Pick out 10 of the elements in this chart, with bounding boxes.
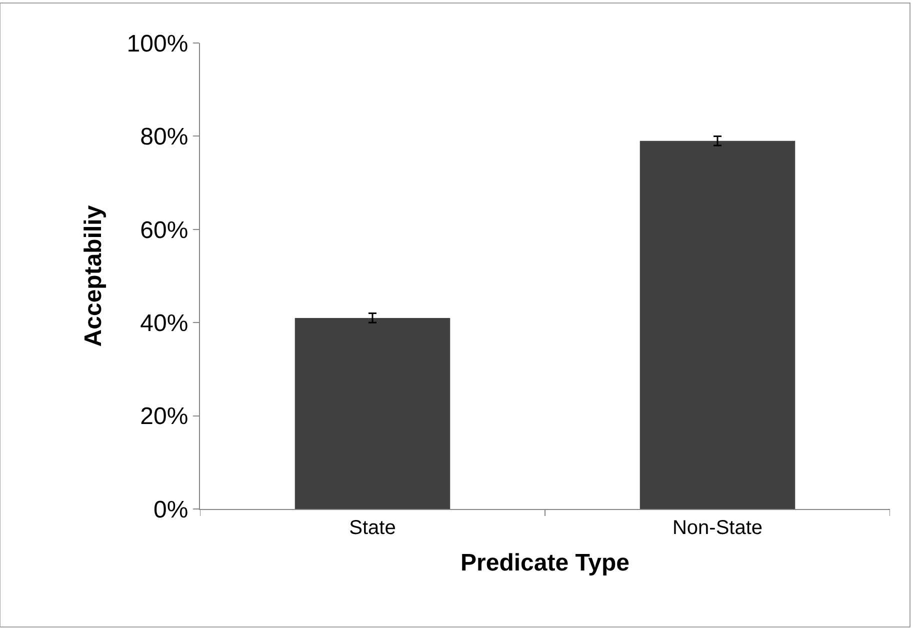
y-tick-label: 40% bbox=[140, 310, 188, 337]
y-tick-label: 80% bbox=[140, 124, 188, 151]
y-axis-title: Acceptabiliy bbox=[80, 204, 107, 347]
y-tick-label: 0% bbox=[154, 496, 188, 524]
y-tick-label: 60% bbox=[140, 216, 188, 244]
y-tick-label: 100% bbox=[126, 30, 188, 58]
x-tick-label: State bbox=[349, 517, 396, 539]
y-tick-label: 20% bbox=[140, 403, 188, 430]
x-axis-title: Predicate Type bbox=[460, 549, 630, 576]
x-tick-label: Non-State bbox=[672, 517, 763, 539]
